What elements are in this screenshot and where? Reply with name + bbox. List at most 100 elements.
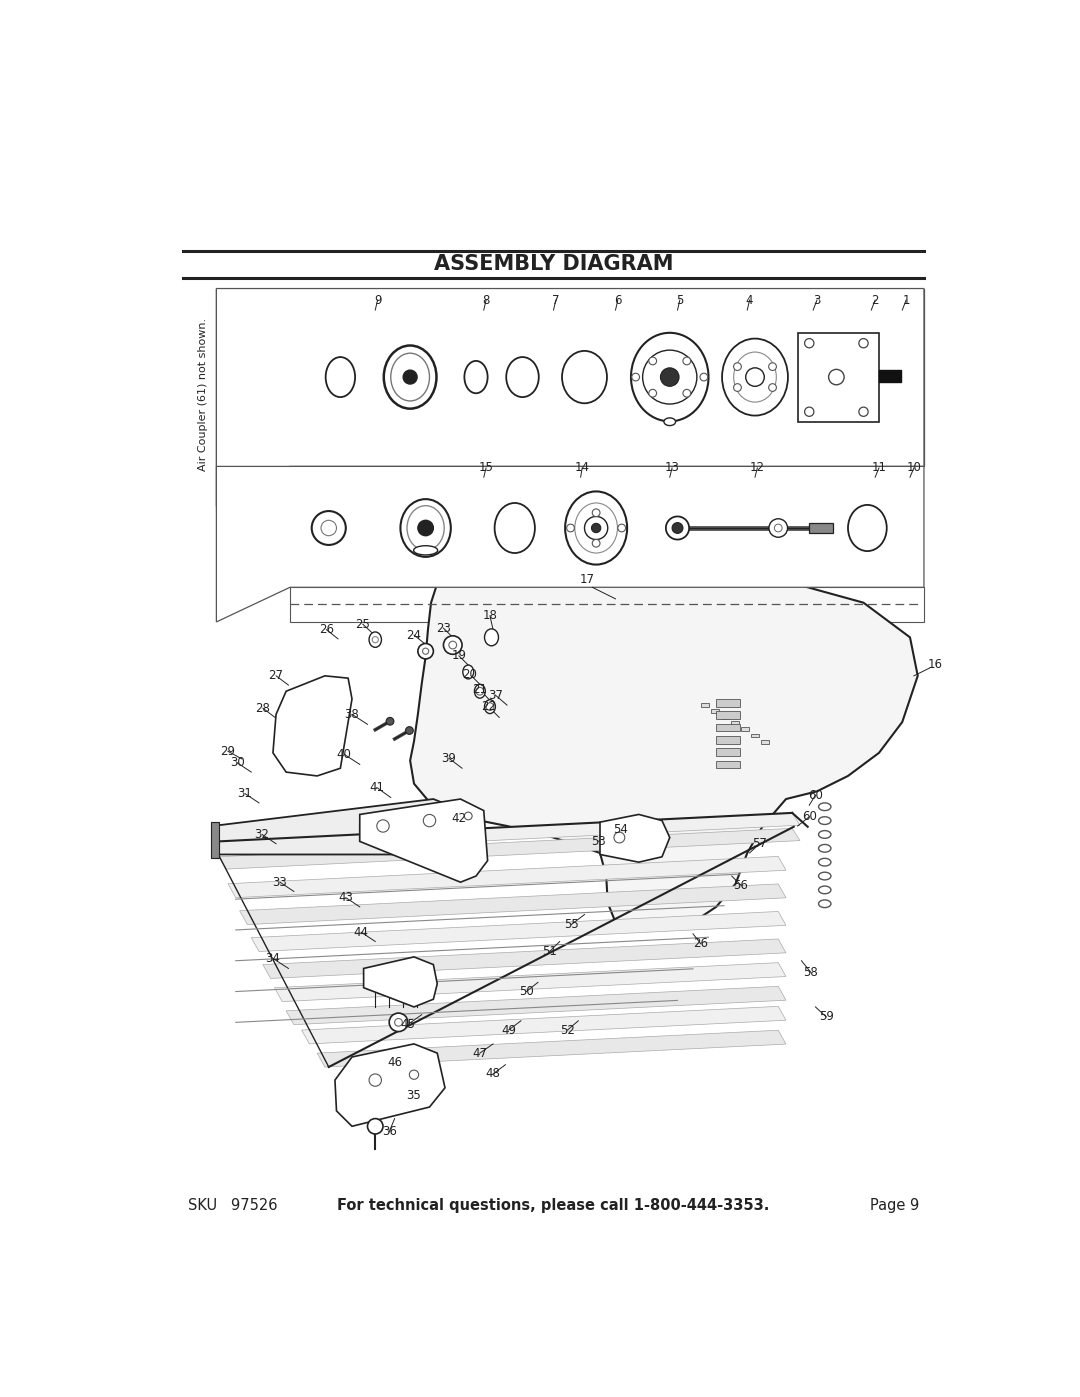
Circle shape <box>389 1013 408 1031</box>
Text: 9: 9 <box>374 293 381 306</box>
Polygon shape <box>741 728 748 731</box>
Text: 47: 47 <box>472 1046 487 1060</box>
Text: 43: 43 <box>338 891 353 904</box>
Text: 53: 53 <box>591 835 606 848</box>
Ellipse shape <box>369 631 381 647</box>
Text: 19: 19 <box>451 650 467 662</box>
Polygon shape <box>318 1030 786 1067</box>
Text: 55: 55 <box>564 918 579 930</box>
Text: 5: 5 <box>676 293 684 306</box>
Ellipse shape <box>401 499 450 557</box>
Text: 50: 50 <box>519 985 534 997</box>
Text: 15: 15 <box>478 461 494 475</box>
Text: 35: 35 <box>407 1090 421 1102</box>
Circle shape <box>377 820 389 833</box>
Text: 3: 3 <box>813 293 821 306</box>
Circle shape <box>592 539 600 548</box>
Circle shape <box>683 358 691 365</box>
Polygon shape <box>274 963 786 1002</box>
Polygon shape <box>600 814 670 862</box>
Text: 12: 12 <box>750 461 765 475</box>
Polygon shape <box>218 813 800 854</box>
Polygon shape <box>364 957 437 1007</box>
Text: 31: 31 <box>238 787 253 800</box>
Circle shape <box>567 524 575 532</box>
Polygon shape <box>228 856 786 898</box>
Circle shape <box>618 524 625 532</box>
Text: For technical questions, please call 1-800-444-3353.: For technical questions, please call 1-8… <box>337 1199 770 1213</box>
Polygon shape <box>335 1044 445 1126</box>
Text: 52: 52 <box>561 1024 575 1037</box>
Text: 4: 4 <box>746 293 754 306</box>
Polygon shape <box>252 911 786 951</box>
Polygon shape <box>716 724 740 731</box>
Text: 28: 28 <box>256 701 270 715</box>
Text: 56: 56 <box>733 879 748 891</box>
Text: 45: 45 <box>401 1018 415 1031</box>
Circle shape <box>859 338 868 348</box>
Circle shape <box>369 1074 381 1087</box>
Circle shape <box>745 367 765 387</box>
Ellipse shape <box>631 332 708 422</box>
Polygon shape <box>716 749 740 756</box>
Text: 7: 7 <box>552 293 559 306</box>
Text: 34: 34 <box>266 951 281 965</box>
Text: 54: 54 <box>612 823 627 837</box>
Text: 32: 32 <box>255 828 270 841</box>
Circle shape <box>859 407 868 416</box>
Polygon shape <box>216 289 924 467</box>
Polygon shape <box>360 799 488 882</box>
Circle shape <box>643 351 697 404</box>
Circle shape <box>444 636 462 654</box>
Circle shape <box>672 522 683 534</box>
Circle shape <box>666 517 689 539</box>
Ellipse shape <box>848 504 887 550</box>
Text: 16: 16 <box>928 658 942 671</box>
Polygon shape <box>761 740 769 743</box>
Text: 20: 20 <box>462 668 477 680</box>
Text: 57: 57 <box>752 837 767 851</box>
Text: 37: 37 <box>488 689 503 701</box>
Text: 30: 30 <box>230 756 245 770</box>
Text: 46: 46 <box>387 1056 402 1069</box>
Circle shape <box>409 1070 419 1080</box>
Text: 22: 22 <box>481 700 496 712</box>
Ellipse shape <box>485 700 496 714</box>
Text: 6: 6 <box>615 293 622 306</box>
Circle shape <box>592 509 600 517</box>
Ellipse shape <box>565 492 627 564</box>
Ellipse shape <box>485 629 499 645</box>
Ellipse shape <box>326 358 355 397</box>
Polygon shape <box>711 708 718 712</box>
Circle shape <box>649 390 657 397</box>
Polygon shape <box>716 760 740 768</box>
Circle shape <box>321 520 337 535</box>
Text: 58: 58 <box>804 965 819 979</box>
Ellipse shape <box>664 418 676 426</box>
Ellipse shape <box>407 506 444 550</box>
Circle shape <box>769 518 787 538</box>
Text: 26: 26 <box>319 623 334 636</box>
Circle shape <box>394 1018 403 1027</box>
Polygon shape <box>716 736 740 743</box>
Circle shape <box>403 370 417 384</box>
Polygon shape <box>798 334 879 422</box>
Ellipse shape <box>391 353 430 401</box>
Text: 11: 11 <box>872 461 887 475</box>
Text: 60: 60 <box>808 789 823 802</box>
Text: 26: 26 <box>693 937 708 950</box>
Circle shape <box>632 373 639 381</box>
Circle shape <box>387 718 394 725</box>
Text: 39: 39 <box>442 752 457 764</box>
Circle shape <box>661 367 679 387</box>
Text: 38: 38 <box>345 708 360 721</box>
Polygon shape <box>716 698 740 707</box>
Text: 8: 8 <box>483 293 489 306</box>
Bar <box>879 370 901 383</box>
Circle shape <box>373 637 378 643</box>
Circle shape <box>476 687 484 696</box>
Polygon shape <box>213 799 464 855</box>
Ellipse shape <box>575 503 618 553</box>
Ellipse shape <box>723 338 788 415</box>
Text: 44: 44 <box>354 926 368 939</box>
